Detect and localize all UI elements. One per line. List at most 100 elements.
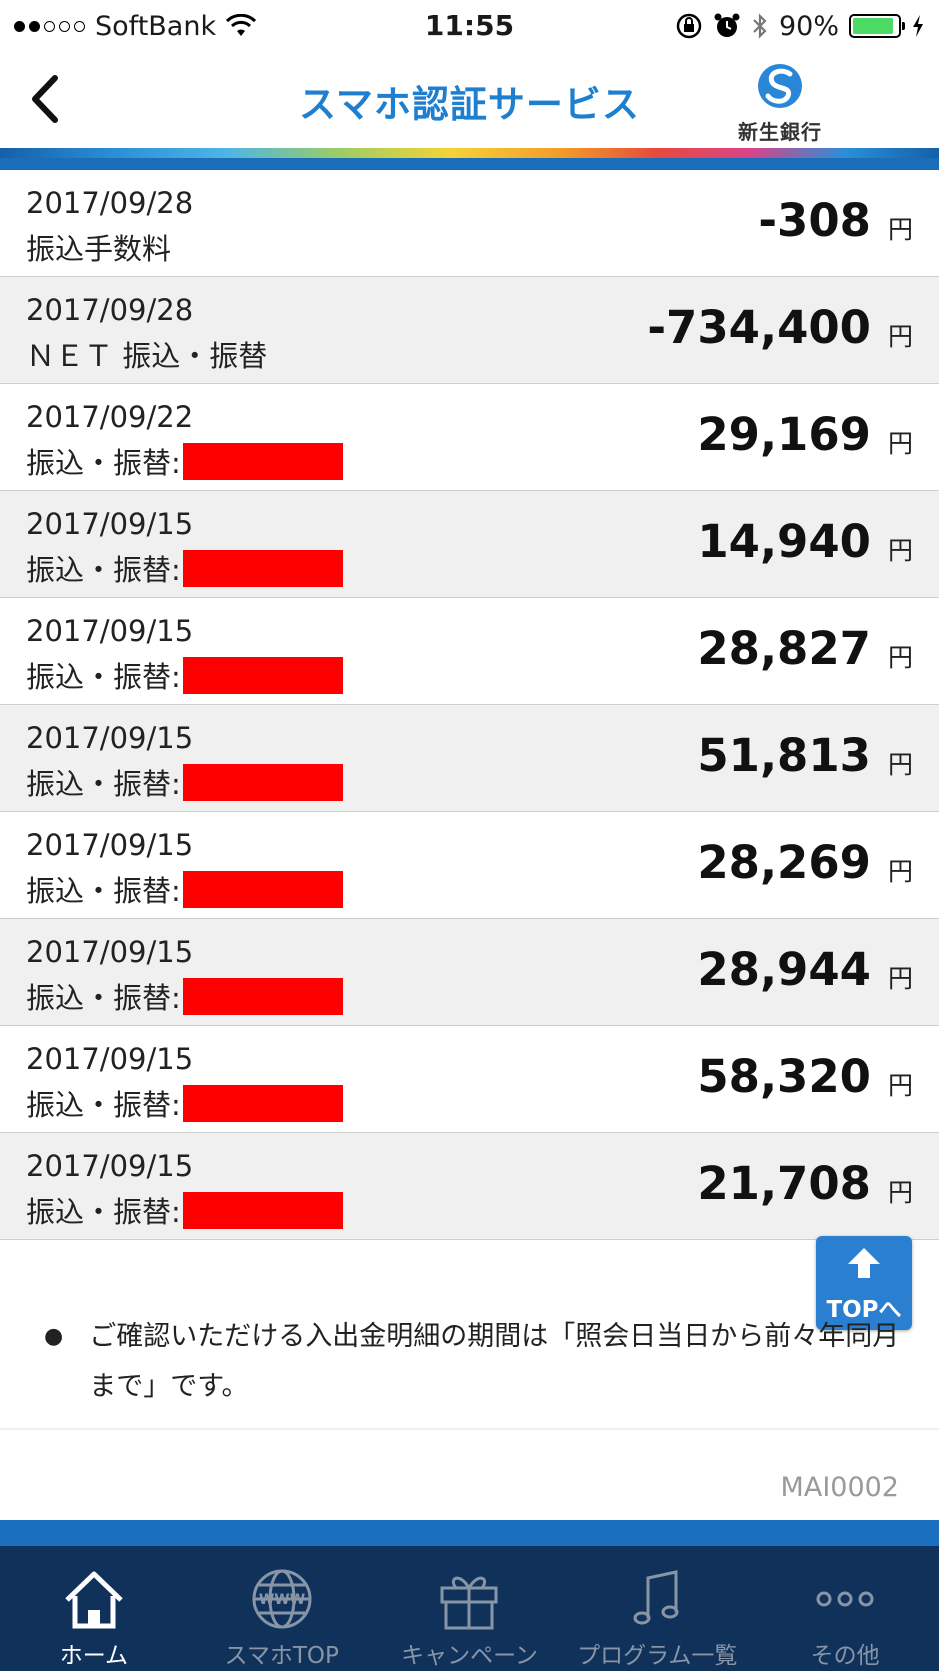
period-note: ● ご確認いただける入出金明細の期間は「照会日当日から前々年同月まで」です。 <box>44 1312 914 1412</box>
scroll-to-top-label: TOPへ <box>826 1297 902 1323</box>
scroll-to-top-button[interactable]: TOPへ <box>816 1236 912 1330</box>
status-right: 90% <box>675 8 925 44</box>
transaction-description-text: 振込・振替: <box>26 553 181 587</box>
transaction-date: 2017/09/15 <box>26 1149 194 1183</box>
battery-percent: 90% <box>778 10 839 42</box>
redaction-box <box>182 549 343 587</box>
music-note-icon <box>622 1566 692 1632</box>
transaction-list: 2017/09/28 振込手数料 -308 円 2017/09/28 ＮＥＴ 振込・振替 -… <box>0 170 939 1240</box>
transaction-amount: 28,827 <box>697 622 871 675</box>
gift-icon <box>434 1566 504 1632</box>
redaction-box <box>182 1191 343 1229</box>
divider <box>0 1428 939 1430</box>
transaction-row[interactable]: 2017/09/22 振込・振替: 29,169 円 <box>0 384 939 491</box>
alarm-icon <box>714 13 740 37</box>
transaction-row[interactable]: 2017/09/15 振込・振替: 58,320 円 <box>0 1026 939 1133</box>
page-code: MAI0002 <box>780 1472 899 1503</box>
transaction-row[interactable]: 2017/09/15 振込・振替: 51,813 円 <box>0 705 939 812</box>
transaction-row[interactable]: 2017/09/15 振込・振替: 28,269 円 <box>0 812 939 919</box>
bank-name: 新生銀行 <box>738 120 822 144</box>
more-dots-icon <box>810 1566 880 1632</box>
home-icon <box>59 1566 129 1632</box>
page-title: スマホ認証サービス <box>299 83 640 126</box>
transaction-description: 振込手数料 <box>26 226 171 268</box>
redaction-box <box>182 656 343 694</box>
transaction-description-text: 振込・振替: <box>26 446 181 480</box>
transaction-date: 2017/09/28 <box>26 186 194 220</box>
signal-strength-icon <box>14 20 85 32</box>
nav-label: スマホTOP <box>224 1643 339 1669</box>
transaction-amount: 28,944 <box>697 943 871 996</box>
transaction-date: 2017/09/15 <box>26 1042 194 1076</box>
transaction-row[interactable]: 2017/09/15 振込・振替: 21,708 円 <box>0 1133 939 1240</box>
transaction-amount: -308 <box>758 194 871 247</box>
redaction-box <box>182 977 343 1015</box>
transaction-description-text: ＮＥＴ 振込・振替 <box>26 339 268 373</box>
status-left: SoftBank <box>14 8 257 44</box>
transaction-row[interactable]: 2017/09/15 振込・振替: 28,944 円 <box>0 919 939 1026</box>
transaction-description-text: 振込・振替: <box>26 1088 181 1122</box>
globe-www-icon: WWW <box>247 1566 317 1632</box>
wifi-icon <box>226 14 257 36</box>
nav-item-music-note[interactable]: プログラム一覧 <box>563 1546 751 1671</box>
bank-logo[interactable]: 新生銀行 <box>720 60 840 144</box>
transaction-date: 2017/09/15 <box>26 828 194 862</box>
nav-label: その他 <box>810 1643 880 1669</box>
transaction-row[interactable]: 2017/09/15 振込・振替: 14,940 円 <box>0 491 939 598</box>
transaction-description: 振込・振替: <box>26 1082 343 1124</box>
bluetooth-icon <box>753 13 767 39</box>
nav-item-home[interactable]: ホーム <box>0 1546 188 1671</box>
transaction-description-text: 振込・振替: <box>26 660 181 694</box>
transaction-amount: 51,813 <box>697 729 871 782</box>
transaction-description: 振込・振替: <box>26 1189 343 1231</box>
svg-text:WWW: WWW <box>259 1592 305 1608</box>
redaction-box <box>182 763 343 801</box>
currency-unit: 円 <box>887 322 913 351</box>
transaction-amount: 58,320 <box>697 1050 871 1103</box>
transaction-amount: 21,708 <box>697 1157 871 1210</box>
nav-item-gift[interactable]: キャンペーン <box>376 1546 564 1671</box>
currency-unit: 円 <box>887 215 913 244</box>
transaction-description-text: 振込・振替: <box>26 767 181 801</box>
currency-unit: 円 <box>887 1071 913 1100</box>
redaction-box <box>182 442 343 480</box>
transaction-description: 振込・振替: <box>26 654 343 696</box>
bullet-icon: ● <box>44 1324 64 1349</box>
period-note-text: ご確認いただける入出金明細の期間は「照会日当日から前々年同月まで」です。 <box>89 1321 900 1402</box>
transaction-amount: 28,269 <box>697 836 871 889</box>
transaction-description: 振込・振替: <box>26 975 343 1017</box>
transaction-description-text: 振込手数料 <box>26 232 172 266</box>
battery-icon <box>849 14 905 38</box>
transaction-description: ＮＥＴ 振込・振替 <box>26 333 267 375</box>
redaction-box <box>182 870 343 908</box>
transaction-description: 振込・振替: <box>26 868 343 910</box>
transaction-date: 2017/09/15 <box>26 721 194 755</box>
transaction-amount: 14,940 <box>697 515 871 568</box>
charging-icon <box>913 15 923 37</box>
transaction-row[interactable]: 2017/09/15 振込・振替: 28,827 円 <box>0 598 939 705</box>
transaction-description: 振込・振替: <box>26 761 343 803</box>
nav-item-more-dots[interactable]: その他 <box>751 1546 939 1671</box>
nav-label: キャンペーン <box>401 1643 538 1669</box>
carrier-name: SoftBank <box>95 10 217 42</box>
currency-unit: 円 <box>887 429 913 458</box>
transaction-row[interactable]: 2017/09/28 ＮＥＴ 振込・振替 -734,400 円 <box>0 277 939 384</box>
transaction-date: 2017/09/15 <box>26 507 194 541</box>
transaction-description-text: 振込・振替: <box>26 1195 181 1229</box>
orientation-lock-icon <box>676 13 702 39</box>
transaction-description-text: 振込・振替: <box>26 981 181 1015</box>
shinsei-logo-icon <box>758 64 802 108</box>
transaction-row[interactable]: 2017/09/28 振込手数料 -308 円 <box>0 170 939 277</box>
transaction-date: 2017/09/28 <box>26 293 194 327</box>
currency-unit: 円 <box>887 964 913 993</box>
transaction-date: 2017/09/15 <box>26 614 194 648</box>
transaction-description: 振込・振替: <box>26 440 343 482</box>
header-color-stripe <box>0 148 939 170</box>
currency-unit: 円 <box>887 857 913 886</box>
back-button[interactable] <box>14 66 74 132</box>
currency-unit: 円 <box>887 536 913 565</box>
bottom-navigation: ホーム WWW スマホTOP キャンペーン プログラム一覧 その他 <box>0 1546 939 1671</box>
nav-label: ホーム <box>59 1643 129 1669</box>
transaction-date: 2017/09/22 <box>26 400 194 434</box>
nav-item-globe-www[interactable]: WWW スマホTOP <box>188 1546 376 1671</box>
